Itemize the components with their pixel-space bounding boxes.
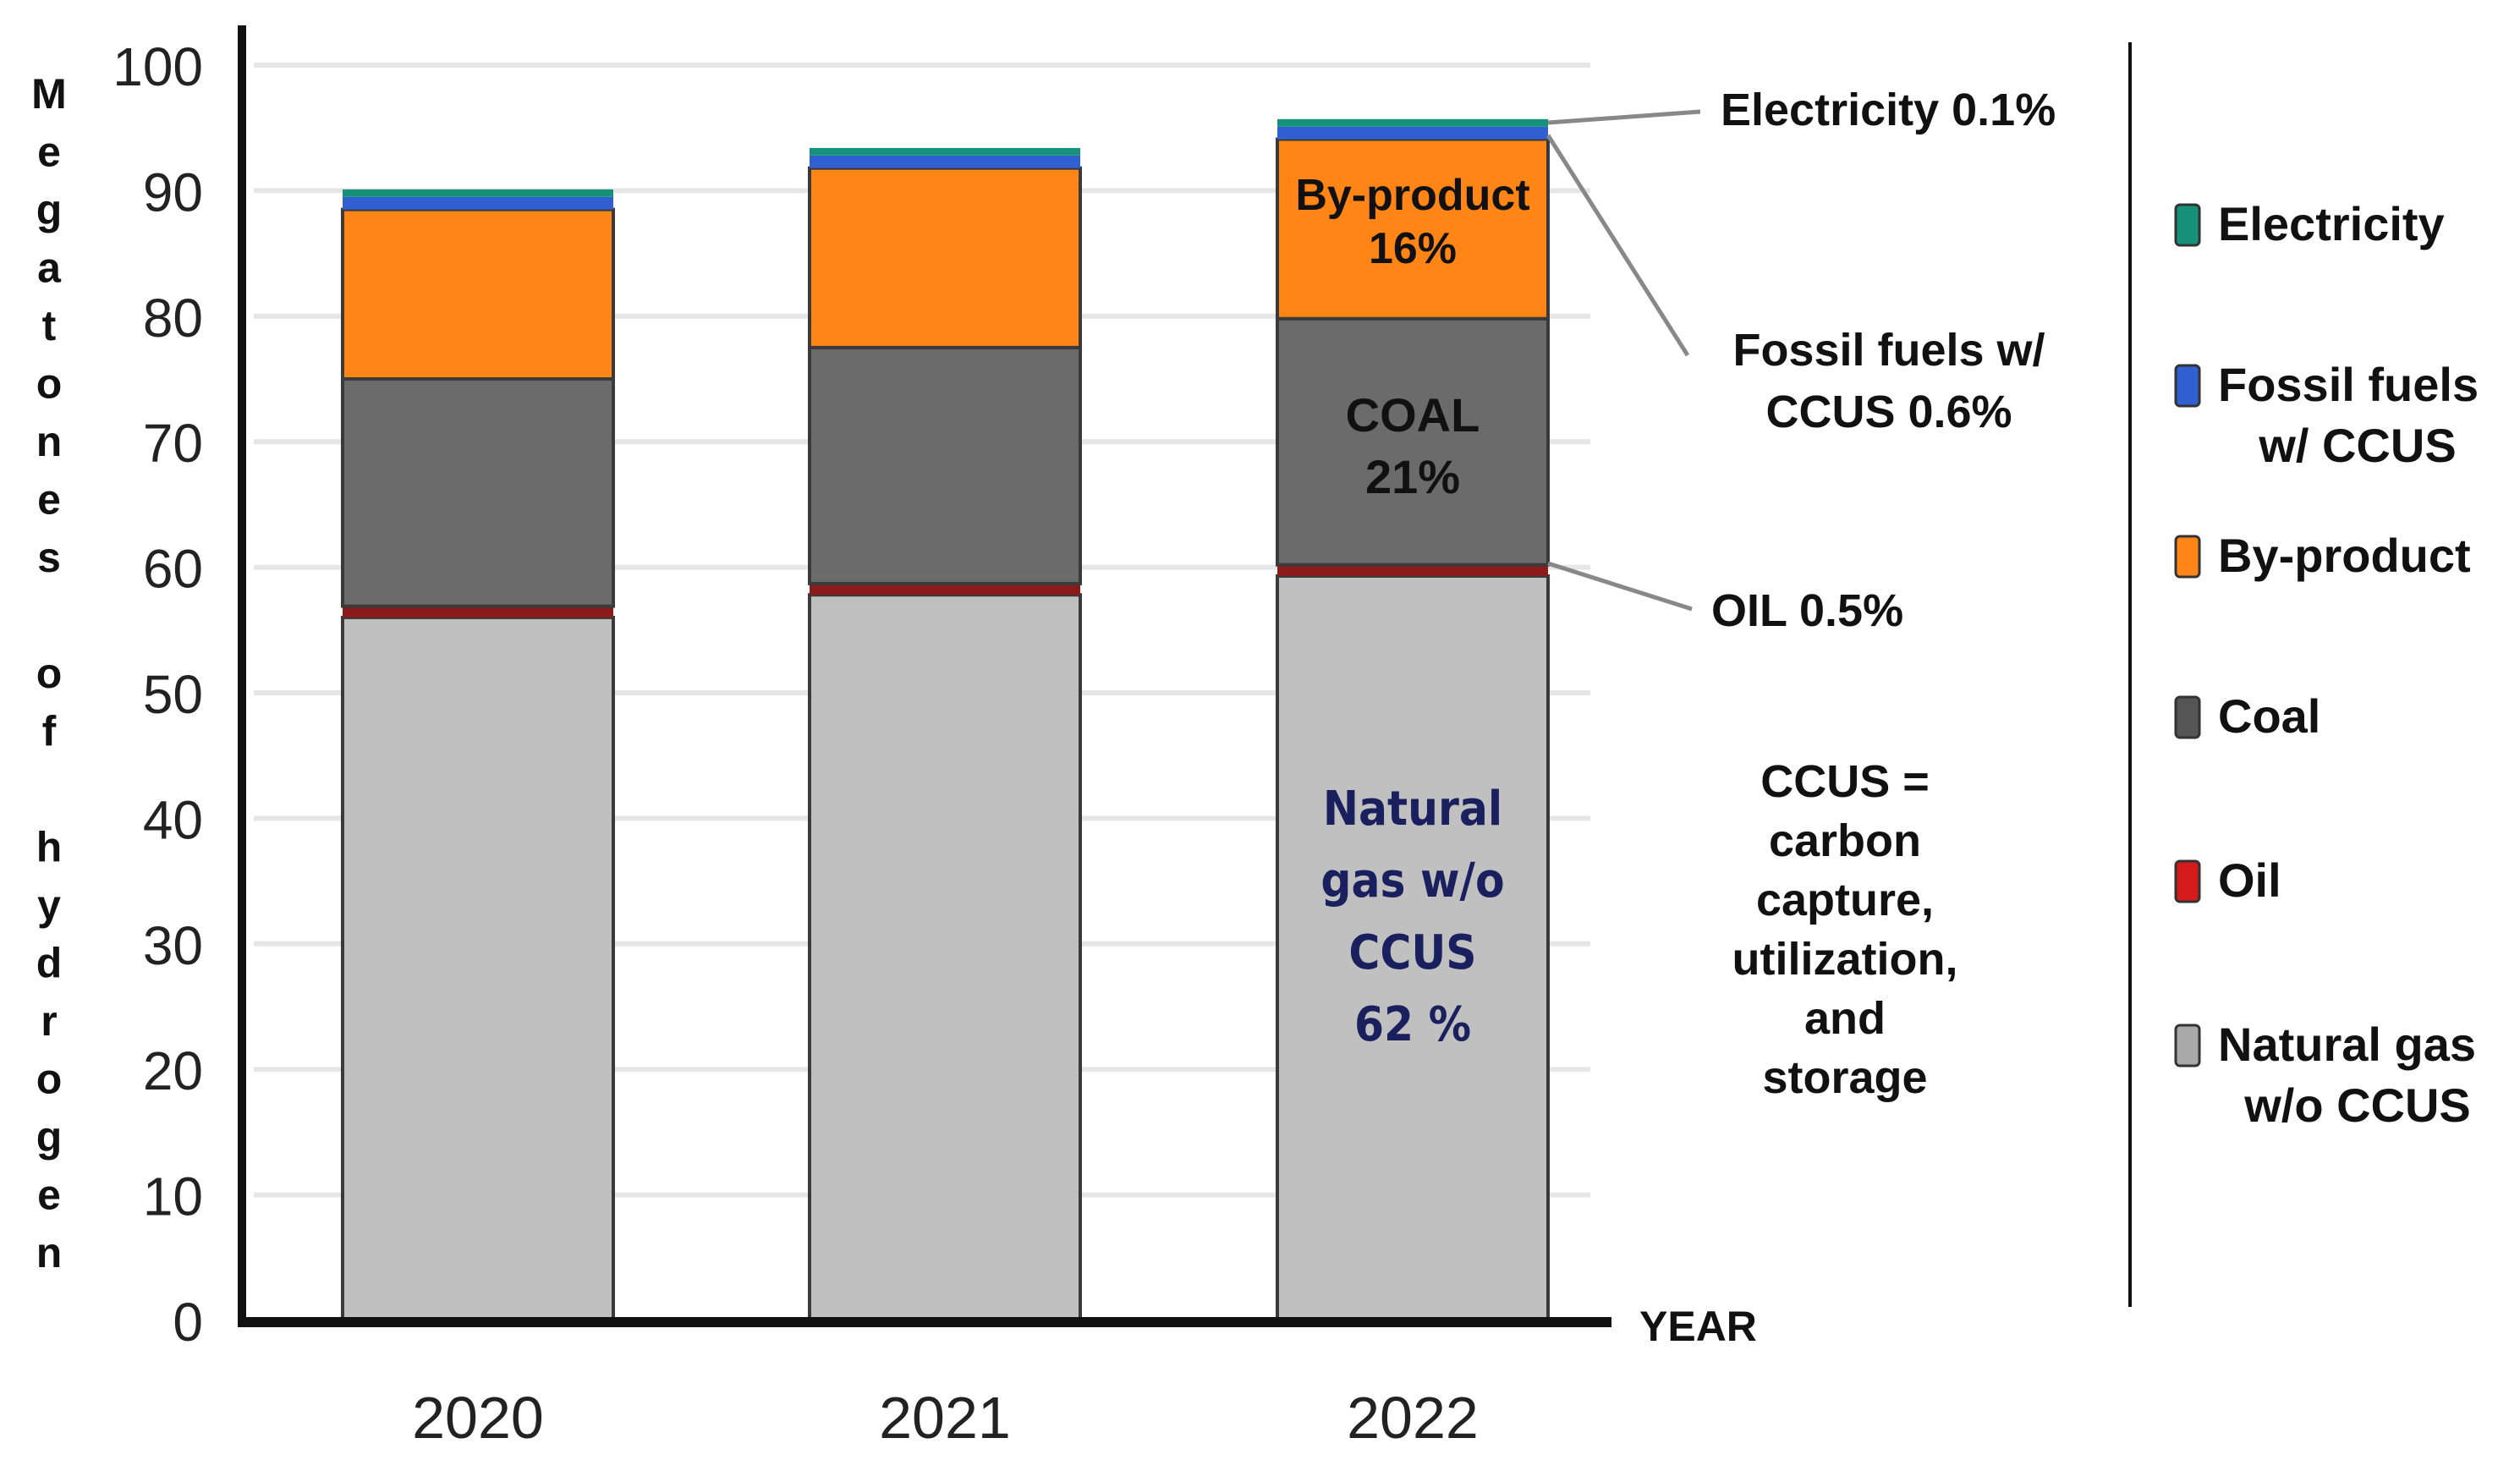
legend-label: Fossil fuels: [2218, 358, 2479, 411]
y-tick-label: 10: [143, 1166, 203, 1227]
ccus-note-line: and: [1804, 993, 1886, 1044]
bar-segment-oil: [810, 583, 1080, 596]
bar-segment-electricity: [810, 147, 1080, 156]
y-tick-label: 50: [143, 664, 203, 725]
natural-gas-bar-label: CCUS: [1348, 925, 1476, 980]
y-tick-label: 60: [143, 539, 203, 600]
bar-segment-by-product: [341, 207, 615, 381]
ccus-note-line: utilization,: [1732, 934, 1958, 985]
ccus-note-line: storage: [1762, 1052, 1927, 1103]
y-tick-label: 80: [143, 288, 203, 349]
byproduct-bar-label: By-product: [1295, 171, 1529, 220]
y-tick-label: 70: [143, 413, 203, 474]
y-tick-label: 30: [143, 915, 203, 976]
legend-swatch: [2174, 364, 2201, 408]
legend-swatch: [2174, 1024, 2201, 1068]
x-axis-label: YEAR: [1639, 1303, 1757, 1350]
legend-swatch: [2174, 859, 2201, 903]
oil-leader-line: [1547, 561, 1693, 612]
natural-gas-bar-label: gas w/o: [1320, 854, 1504, 908]
legend-label: w/ CCUS: [2258, 419, 2456, 472]
bar-segment-fossil-fuels-w-ccus: [1277, 126, 1548, 140]
bar-segment-fossil-fuels-w-ccus: [810, 155, 1080, 168]
y-tick-label: 20: [143, 1040, 203, 1101]
bar-segment-natural-gas-w-o-ccus: [808, 593, 1082, 1322]
legend-swatch: [2174, 203, 2201, 247]
ccus-note-line: CCUS =: [1760, 756, 1930, 807]
fossil-callout: Fossil fuels w/: [1732, 325, 2045, 376]
legend-label: Coal: [2218, 689, 2320, 743]
legend-label: By-product: [2218, 529, 2471, 582]
fossil-callout: CCUS 0.6%: [1765, 387, 2012, 437]
oil-callout: OIL 0.5%: [1711, 585, 1903, 636]
bar-segment-coal: [808, 345, 1082, 585]
coal-bar-label: 21%: [1365, 450, 1460, 503]
bar-segment-coal: [341, 377, 615, 608]
x-tick-label: 2020: [412, 1385, 544, 1451]
bar-segment-electricity: [1277, 118, 1548, 127]
byproduct-bar-label: 16%: [1369, 224, 1457, 273]
legend-swatch: [2174, 695, 2201, 739]
bar-segment-natural-gas-w-o-ccus: [1276, 574, 1550, 1322]
bar-segment-fossil-fuels-w-ccus: [343, 196, 613, 210]
y-tick-label: 40: [143, 789, 203, 850]
y-tick-label: 100: [113, 36, 203, 97]
ccus-note-line: carbon: [1769, 815, 1921, 866]
natural-gas-bar-label: Natural: [1323, 782, 1502, 837]
bar-segment-oil: [1277, 564, 1548, 576]
fossil-leader-line: [1545, 134, 1690, 357]
y-tick-label: 90: [143, 162, 203, 222]
bar-segment-by-product: [808, 166, 1082, 349]
x-tick-label: 2021: [879, 1385, 1011, 1451]
bar-segment-oil: [343, 606, 613, 617]
bar-segment-coal: [1276, 316, 1550, 567]
bar-segment-electricity: [343, 189, 613, 197]
bar-segment-natural-gas-w-o-ccus: [341, 615, 615, 1322]
legend-label: Natural gas: [2218, 1018, 2476, 1071]
x-tick-label: 2022: [1347, 1385, 1479, 1451]
legend-swatch: [2174, 535, 2201, 579]
legend-label: Oil: [2218, 854, 2281, 907]
ccus-note-line: capture,: [1756, 875, 1934, 925]
coal-bar-label: COAL: [1346, 388, 1480, 442]
electricity-callout: Electricity 0.1%: [1721, 85, 2056, 135]
bar-segment-by-product: [1276, 137, 1550, 321]
natural-gas-bar-label: 62 %: [1354, 997, 1471, 1052]
legend-label: Electricity: [2218, 197, 2445, 250]
y-tick-label: 0: [173, 1292, 203, 1353]
electricity-leader-line: [1547, 109, 1701, 125]
legend-label: w/o CCUS: [2243, 1079, 2471, 1132]
